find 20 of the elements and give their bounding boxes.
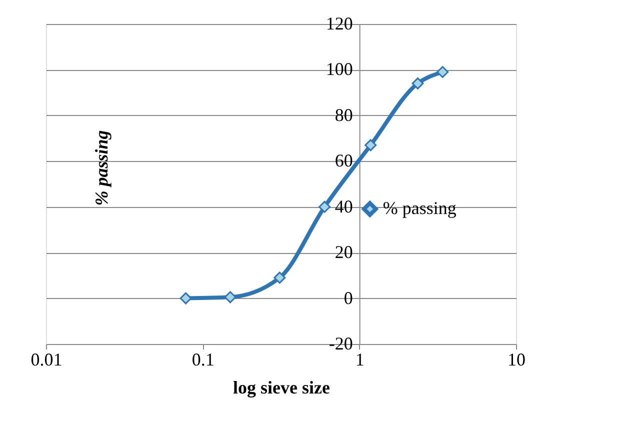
x-tick-label: 1 xyxy=(355,350,364,370)
x-tick-label: 0.01 xyxy=(30,350,62,370)
x-tick-label: 0.1 xyxy=(192,350,214,370)
point xyxy=(318,200,331,213)
y-tick-label: 120 xyxy=(326,14,353,34)
y-tick-label: -20 xyxy=(328,334,353,354)
point xyxy=(180,292,192,304)
y-tick-label: 100 xyxy=(326,59,353,80)
y-tick-label: 0 xyxy=(344,288,353,308)
x-tick-label: 10 xyxy=(508,350,526,370)
x-axis-title: log sieve size xyxy=(233,378,330,398)
point xyxy=(364,139,377,152)
legend-label: % passing xyxy=(382,198,456,218)
point xyxy=(274,272,286,284)
y-tick-label: 60 xyxy=(334,150,353,171)
y-axis-title: % passing xyxy=(91,130,112,206)
point xyxy=(412,77,424,90)
y-tick-label: 80 xyxy=(334,104,353,125)
y-tick-label: 20 xyxy=(334,242,353,262)
y-tick-label: 40 xyxy=(334,196,353,216)
